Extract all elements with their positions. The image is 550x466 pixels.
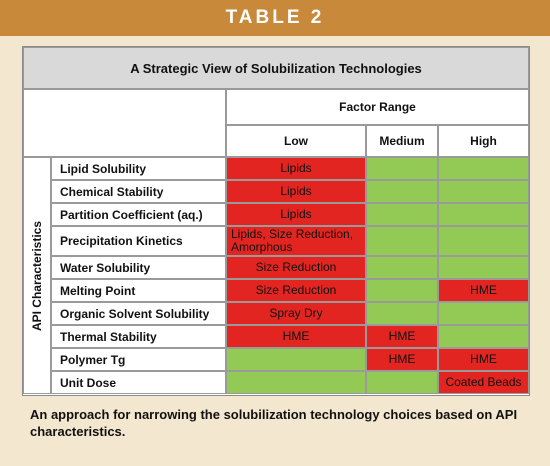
row-label: Melting Point xyxy=(51,279,226,302)
column-header: Low xyxy=(226,125,366,157)
data-cell: Lipids, Size Reduction, Amorphous xyxy=(226,226,366,256)
data-cell xyxy=(366,157,438,180)
data-cell: Coated Beads xyxy=(438,371,529,394)
row-label: Organic Solvent Solubility xyxy=(51,302,226,325)
row-group: API Characteristics xyxy=(23,157,51,394)
row-label: Water Solubility xyxy=(51,256,226,279)
row-label: Partition Coefficient (aq.) xyxy=(51,203,226,226)
data-cell xyxy=(366,226,438,256)
data-cell xyxy=(366,180,438,203)
table-title: A Strategic View of Solubilization Techn… xyxy=(23,47,529,89)
data-cell: Lipids xyxy=(226,203,366,226)
row-label: Precipitation Kinetics xyxy=(51,226,226,256)
row-group-label: API Characteristics xyxy=(30,220,44,331)
data-cell xyxy=(438,302,529,325)
header-blank xyxy=(23,89,226,157)
table: A Strategic View of Solubilization Techn… xyxy=(22,46,530,396)
data-cell: Size Reduction xyxy=(226,279,366,302)
data-cell: HME xyxy=(366,348,438,371)
data-cell: Size Reduction xyxy=(226,256,366,279)
data-cell: Lipids xyxy=(226,180,366,203)
data-cell xyxy=(366,256,438,279)
header-title: TABLE 2 xyxy=(0,0,550,36)
data-cell xyxy=(366,302,438,325)
caption: An approach for narrowing the solubiliza… xyxy=(30,407,518,439)
row-label: Unit Dose xyxy=(51,371,226,394)
row-label: Polymer Tg xyxy=(51,348,226,371)
data-cell xyxy=(438,325,529,348)
data-cell xyxy=(438,180,529,203)
factor-label: Factor Range xyxy=(226,89,529,125)
data-cell xyxy=(366,279,438,302)
row-label: Chemical Stability xyxy=(51,180,226,203)
data-cell: HME xyxy=(438,279,529,302)
column-header: High xyxy=(438,125,529,157)
row-label: Lipid Solubility xyxy=(51,157,226,180)
data-cell xyxy=(226,348,366,371)
data-cell: Spray Dry xyxy=(226,302,366,325)
data-cell xyxy=(226,371,366,394)
column-header: Medium xyxy=(366,125,438,157)
data-cell xyxy=(438,157,529,180)
data-cell xyxy=(438,203,529,226)
data-cell: HME xyxy=(226,325,366,348)
data-cell: Lipids xyxy=(226,157,366,180)
data-cell: HME xyxy=(366,325,438,348)
data-cell: HME xyxy=(438,348,529,371)
data-cell xyxy=(366,203,438,226)
data-cell xyxy=(438,226,529,256)
data-cell xyxy=(438,256,529,279)
row-label: Thermal Stability xyxy=(51,325,226,348)
data-cell xyxy=(366,371,438,394)
